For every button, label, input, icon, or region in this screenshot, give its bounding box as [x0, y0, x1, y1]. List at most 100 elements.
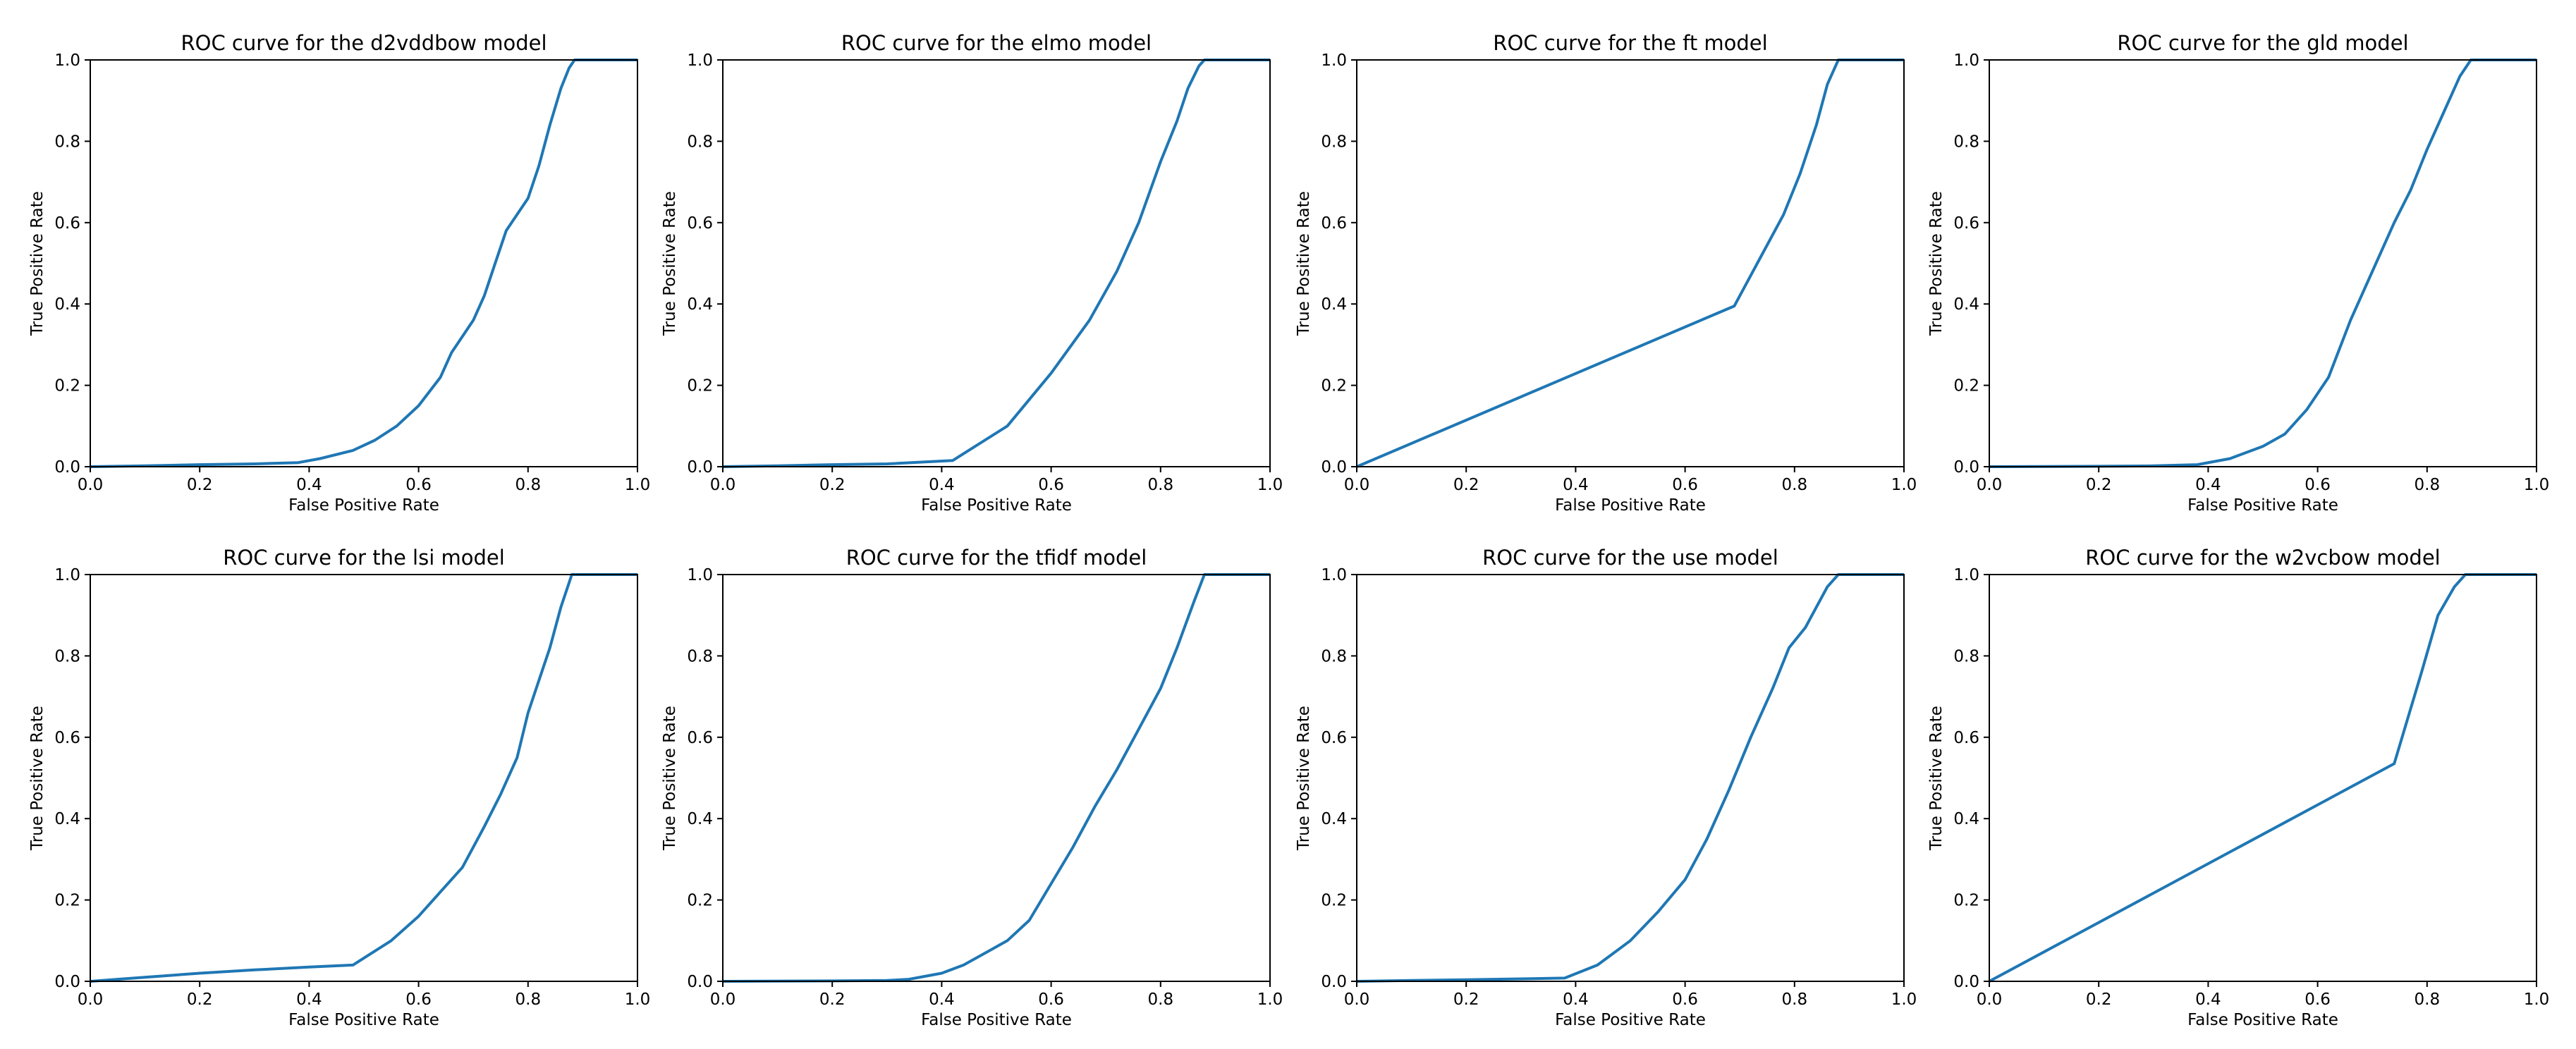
x-axis-label: False Positive Rate	[2187, 496, 2338, 515]
chart-title: ROC curve for the d2vddbow model	[181, 31, 547, 55]
roc-curve	[90, 59, 637, 468]
x-tick-label: 0.6	[2305, 476, 2331, 494]
y-tick-label: 0.8	[1953, 133, 1979, 151]
y-tick-label: 0.2	[687, 377, 713, 395]
x-tick-label: 0.8	[2415, 476, 2441, 494]
y-axis-label: True Positive Rate	[28, 706, 47, 851]
y-tick-label: 0.4	[687, 295, 713, 314]
y-tick-label: 0.6	[687, 214, 713, 233]
y-tick-label: 1.0	[1953, 51, 1979, 70]
subplot-8: ROC curve for the w2vcbow model 0.0 0.2 0.4…	[1927, 546, 2549, 1029]
x-tick-label: 0.6	[1672, 990, 1698, 1009]
x-tick-label: 0.8	[1782, 476, 1808, 494]
x-tick-label: 0.8	[1148, 990, 1174, 1009]
y-tick-label: 0.6	[1953, 729, 1979, 747]
chart-title: ROC curve for the ft model	[1493, 31, 1767, 55]
y-tick-label: 0.2	[1953, 377, 1979, 395]
y-tick-label: 0.8	[54, 133, 80, 151]
y-tick-label: 0.4	[54, 810, 80, 828]
x-axis-label: False Positive Rate	[1555, 496, 1706, 515]
y-tick-label: 0.6	[54, 729, 80, 747]
x-tick-label: 0.2	[2086, 990, 2112, 1009]
x-tick-label: 1.0	[625, 476, 651, 494]
subplot-5: ROC curve for the lsi model 0.0 0.2 0.4 0.6 0…	[28, 546, 650, 1029]
roc-curve	[722, 573, 1270, 983]
x-tick-label: 0.4	[296, 990, 322, 1009]
chart-title: ROC curve for the gld model	[2117, 31, 2408, 55]
x-axis-label: False Positive Rate	[288, 1011, 439, 1029]
x-tick-label: 0.0	[1344, 990, 1370, 1009]
x-tick-label: 0.6	[405, 990, 432, 1009]
y-tick-label: 0.4	[54, 295, 80, 314]
y-tick-label: 1.0	[687, 566, 713, 584]
y-tick-label: 1.0	[1321, 566, 1347, 584]
x-tick-label: 0.4	[2195, 476, 2221, 494]
y-tick-label: 0.4	[1321, 810, 1347, 828]
x-tick-label: 0.2	[819, 476, 846, 494]
y-tick-label: 0.4	[1953, 295, 1979, 314]
subplot-3: ROC curve for the ft model 0.0 0.2 0.4 0.6 0.…	[1295, 31, 1917, 515]
x-tick-label: 1.0	[1891, 476, 1917, 494]
axes-frame	[90, 574, 638, 982]
y-tick-label: 1.0	[1953, 566, 1979, 584]
x-tick-label: 1.0	[1891, 990, 1917, 1009]
x-tick-label: 1.0	[2524, 990, 2550, 1009]
subplot-1: ROC curve for the d2vddbow model 0.0 0.2 0.…	[28, 31, 650, 515]
y-tick-label: 0.6	[54, 214, 80, 233]
subplot-2: ROC curve for the elmo model 0.0 0.2 0.4 0.6…	[661, 31, 1283, 515]
x-axis-label: False Positive Rate	[2187, 1011, 2338, 1029]
y-tick-label: 0.6	[1321, 214, 1347, 233]
axes-frame	[1356, 59, 1905, 467]
x-tick-label: 0.0	[710, 476, 736, 494]
axes-frame	[722, 59, 1271, 467]
subplot-4: ROC curve for the gld model 0.0 0.2 0.4 0.6 0…	[1927, 31, 2549, 515]
roc-curve	[90, 573, 637, 983]
x-tick-label: 0.2	[1453, 476, 1479, 494]
x-axis-label: False Positive Rate	[288, 496, 439, 515]
x-tick-label: 1.0	[625, 990, 651, 1009]
x-tick-label: 0.4	[1563, 476, 1589, 494]
y-axis-label: True Positive Rate	[1927, 706, 1946, 851]
x-tick-label: 0.8	[2415, 990, 2441, 1009]
x-tick-label: 0.6	[1672, 476, 1698, 494]
roc-curve	[722, 59, 1270, 468]
roc-curve	[1989, 59, 2537, 468]
x-tick-label: 1.0	[2524, 476, 2550, 494]
axes-frame	[1356, 574, 1905, 982]
chart-title: ROC curve for the use model	[1482, 546, 1778, 570]
x-tick-label: 0.4	[929, 990, 955, 1009]
x-tick-label: 0.6	[405, 476, 432, 494]
y-tick-label: 0.6	[1953, 214, 1979, 233]
y-tick-label: 0.2	[1953, 892, 1979, 910]
x-axis-label: False Positive Rate	[1555, 1011, 1706, 1029]
y-axis-label: True Positive Rate	[1295, 706, 1313, 851]
x-tick-label: 0.2	[187, 990, 213, 1009]
axes-frame	[722, 574, 1271, 982]
y-axis-label: True Positive Rate	[1295, 191, 1313, 336]
x-tick-label: 1.0	[1257, 476, 1283, 494]
y-axis-label: True Positive Rate	[661, 706, 679, 851]
y-tick-label: 1.0	[687, 51, 713, 70]
x-tick-label: 0.0	[1977, 476, 2003, 494]
x-tick-label: 0.4	[2195, 990, 2221, 1009]
x-tick-label: 0.0	[78, 476, 104, 494]
y-tick-label: 0.0	[1953, 458, 1979, 477]
y-tick-label: 0.8	[687, 647, 713, 665]
axes-frame	[1989, 59, 2537, 467]
x-tick-label: 0.6	[1038, 476, 1064, 494]
x-tick-label: 0.8	[1148, 476, 1174, 494]
y-tick-label: 0.4	[1953, 810, 1979, 828]
x-tick-label: 0.8	[515, 476, 542, 494]
y-tick-label: 0.0	[1321, 973, 1347, 991]
subplot-6: ROC curve for the tfidf model 0.0 0.2 0.4 0.…	[661, 546, 1283, 1029]
axes-frame	[1989, 574, 2537, 982]
x-tick-label: 0.8	[515, 990, 542, 1009]
x-axis-label: False Positive Rate	[921, 496, 1072, 515]
y-tick-label: 1.0	[54, 51, 80, 70]
x-tick-label: 0.4	[1563, 990, 1589, 1009]
x-tick-label: 0.6	[1038, 990, 1064, 1009]
x-tick-label: 0.0	[78, 990, 104, 1009]
x-tick-label: 0.6	[2305, 990, 2331, 1009]
